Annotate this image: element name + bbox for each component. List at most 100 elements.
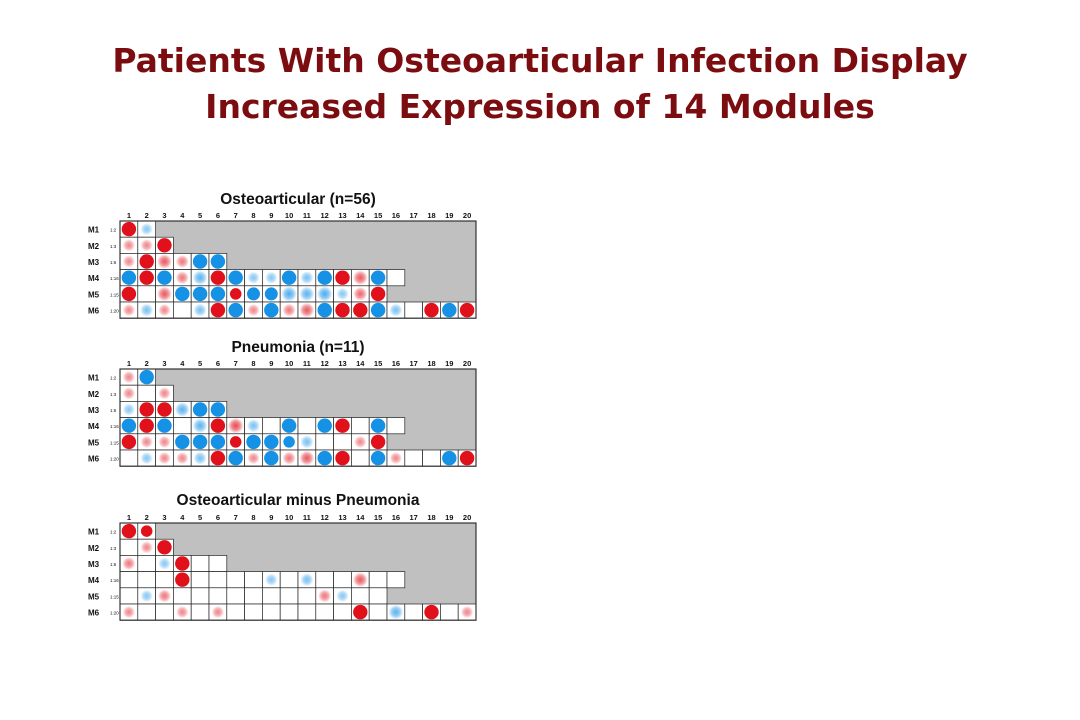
column-label: 15 bbox=[374, 359, 382, 368]
upregulated-spot bbox=[158, 387, 171, 400]
upregulated-spot bbox=[353, 604, 368, 620]
downregulated-spot bbox=[228, 302, 243, 318]
row-label: M4 bbox=[88, 274, 100, 283]
module-cell bbox=[297, 603, 317, 621]
column-label: 18 bbox=[427, 211, 435, 220]
downregulated-spot bbox=[210, 254, 226, 269]
module-cell bbox=[119, 538, 139, 556]
heatmap-panel-1: Osteoarticular (n=56)1 2 3 4 5 6 7 8 9 10 11 12 13 14… bbox=[88, 191, 477, 319]
upregulated-spot bbox=[139, 418, 154, 433]
row-label: M4 bbox=[88, 422, 100, 431]
column-label: 6 bbox=[216, 513, 220, 522]
downregulated-spot bbox=[264, 450, 279, 466]
row-range-label: 1:3 bbox=[110, 244, 117, 249]
column-label: 13 bbox=[338, 359, 346, 368]
row-range-label: 1:3 bbox=[110, 546, 117, 551]
upregulated-spot bbox=[140, 239, 153, 252]
upregulated-spot bbox=[460, 605, 474, 619]
row-label: M5 bbox=[88, 592, 100, 601]
upregulated-spot bbox=[459, 450, 475, 466]
row-label: M3 bbox=[88, 406, 100, 415]
module-cell bbox=[155, 603, 174, 621]
upregulated-spot bbox=[210, 270, 226, 285]
column-label: 17 bbox=[410, 359, 418, 368]
column-label: 3 bbox=[162, 513, 166, 522]
module-cell bbox=[119, 571, 139, 589]
upregulated-spot bbox=[459, 302, 475, 318]
upregulated-spot bbox=[282, 451, 296, 465]
module-cell bbox=[315, 433, 334, 451]
column-label: 15 bbox=[374, 211, 382, 220]
upregulated-spot bbox=[352, 270, 368, 286]
row-range-label: 1:20 bbox=[110, 309, 119, 314]
module-cell bbox=[244, 571, 263, 589]
upregulated-spot bbox=[121, 523, 137, 539]
upregulated-spot bbox=[229, 436, 242, 448]
upregulated-spot bbox=[158, 303, 171, 317]
downregulated-spot bbox=[192, 286, 208, 302]
column-label: 17 bbox=[410, 211, 418, 220]
row-range-label: 1:16 bbox=[110, 578, 119, 583]
module-cell bbox=[368, 603, 388, 621]
upregulated-spot bbox=[157, 540, 172, 555]
column-label: 16 bbox=[392, 211, 400, 220]
column-label: 8 bbox=[251, 211, 255, 220]
upregulated-spot bbox=[122, 370, 136, 384]
module-cell bbox=[155, 571, 174, 589]
downregulated-spot bbox=[300, 435, 314, 449]
downregulated-spot bbox=[246, 419, 261, 433]
upregulated-spot bbox=[424, 604, 439, 620]
downregulated-spot bbox=[264, 287, 278, 301]
module-cell bbox=[279, 603, 299, 621]
upregulated-spot bbox=[175, 271, 189, 285]
column-label: 5 bbox=[198, 211, 202, 220]
downregulated-spot bbox=[317, 418, 332, 433]
upregulated-spot bbox=[247, 451, 260, 465]
upregulated-spot bbox=[210, 418, 226, 433]
column-label: 19 bbox=[445, 359, 453, 368]
column-label: 10 bbox=[285, 211, 293, 220]
column-label: 5 bbox=[198, 359, 202, 368]
upregulated-spot bbox=[121, 286, 137, 302]
row-label: M1 bbox=[88, 528, 100, 537]
upregulated-spot bbox=[122, 303, 136, 317]
upregulated-spot bbox=[140, 525, 153, 537]
downregulated-spot bbox=[247, 271, 260, 284]
upregulated-spot bbox=[247, 303, 260, 317]
slide-title: Patients With Osteoarticular Infection D… bbox=[0, 38, 1080, 130]
upregulated-spot bbox=[299, 302, 315, 318]
module-cell bbox=[351, 417, 370, 435]
module-cell bbox=[190, 603, 210, 621]
column-label: 9 bbox=[269, 513, 273, 522]
downregulated-spot bbox=[370, 418, 386, 433]
slide-title-line-2: Increased Expression of 14 Modules bbox=[205, 87, 875, 126]
downregulated-spot bbox=[175, 434, 190, 450]
module-cell bbox=[208, 555, 228, 572]
column-label: 17 bbox=[410, 513, 418, 522]
downregulated-spot bbox=[228, 270, 243, 285]
module-cell bbox=[190, 587, 210, 605]
column-label: 7 bbox=[234, 359, 238, 368]
module-cell bbox=[351, 449, 370, 467]
downregulated-spot bbox=[140, 451, 153, 465]
row-label: M1 bbox=[88, 374, 100, 383]
module-cell bbox=[119, 587, 139, 605]
module-cell bbox=[190, 555, 210, 572]
row-label: M6 bbox=[88, 455, 100, 464]
module-cell bbox=[297, 417, 317, 435]
downregulated-spot bbox=[228, 450, 243, 466]
upregulated-spot bbox=[157, 254, 172, 269]
column-label: 9 bbox=[269, 211, 273, 220]
row-range-label: 1:20 bbox=[110, 457, 119, 462]
row-range-label: 1:16 bbox=[110, 424, 119, 429]
upregulated-spot bbox=[211, 605, 225, 619]
module-cell bbox=[262, 603, 281, 621]
downregulated-spot bbox=[121, 270, 137, 285]
column-label: 12 bbox=[321, 359, 329, 368]
row-label: M3 bbox=[88, 258, 100, 267]
column-label: 2 bbox=[145, 359, 149, 368]
upregulated-spot bbox=[229, 288, 242, 300]
module-cell bbox=[333, 433, 352, 451]
module-cell bbox=[226, 571, 245, 589]
